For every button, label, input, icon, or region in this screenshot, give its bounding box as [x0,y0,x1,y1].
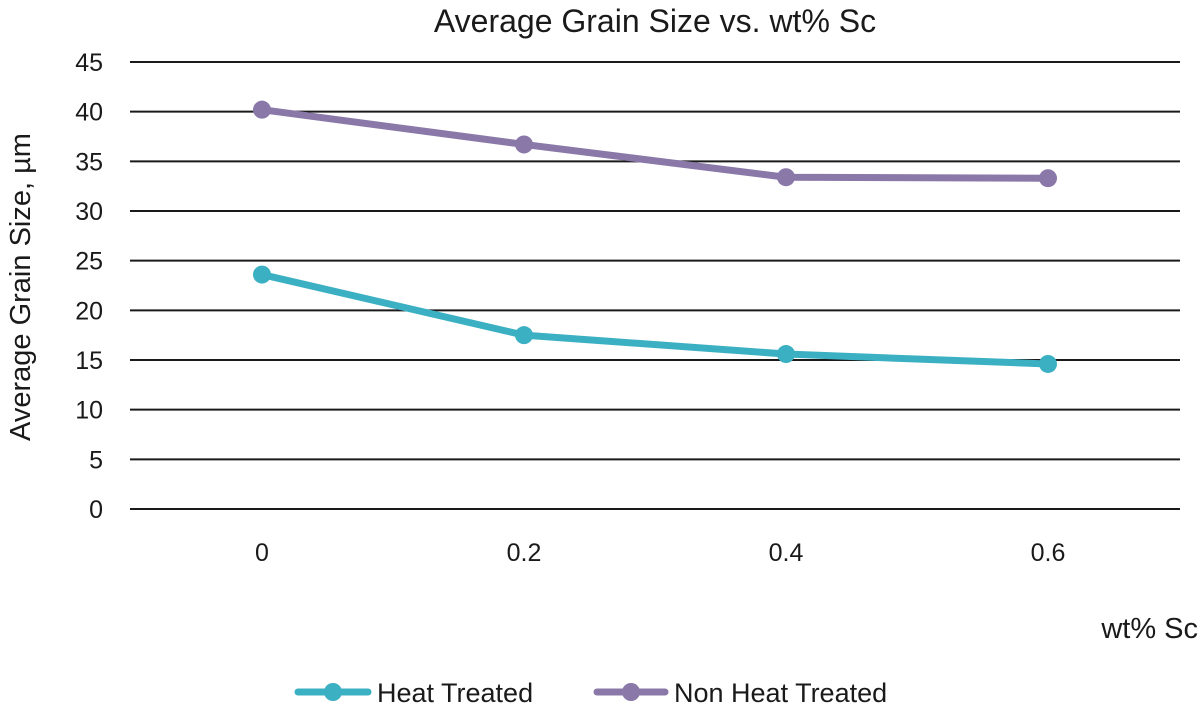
x-tick-label: 0.4 [769,539,804,567]
y-tick-label: 20 [75,297,103,325]
y-tick-labels: 0 5 10 15 20 25 30 35 40 45 [75,49,103,524]
legend-item: Heat Treated [294,678,533,708]
y-tick-label: 45 [75,49,103,77]
x-tick-label: 0.2 [507,539,542,567]
data-point [253,265,271,284]
series-non-heat-treated [253,100,1057,188]
y-tick-label: 30 [75,198,103,226]
series-line [258,106,1052,182]
gridlines [130,61,1180,510]
y-tick-label: 15 [75,347,103,375]
x-tick-labels: 0 0.2 0.4 0.6 [255,539,1065,567]
legend: Heat Treated Non Heat Treated [294,678,887,708]
y-tick-label: 10 [75,397,103,425]
y-tick-label: 35 [75,148,103,176]
y-tick-label: 25 [75,248,103,276]
y-tick-label: 0 [89,496,103,524]
legend-label: Non Heat Treated [674,678,887,708]
series-heat-treated [253,265,1057,373]
data-point [515,326,533,345]
data-point [1039,169,1057,188]
legend-swatch-marker [622,683,640,701]
y-tick-label: 5 [89,446,103,474]
data-point [515,135,533,154]
data-point [1039,354,1057,373]
data-point [777,345,795,364]
x-tick-label: 0 [255,539,269,567]
x-axis-label: wt% Sc [1100,613,1198,645]
y-axis-label: Average Grain Size, µm [5,133,37,441]
chart-title: Average Grain Size vs. wt% Sc [434,3,876,39]
data-point [253,100,271,119]
legend-label: Heat Treated [377,678,533,708]
legend-item: Non Heat Treated [593,678,887,708]
series-lines [253,100,1057,373]
series-line [258,271,1052,368]
y-tick-label: 40 [75,99,103,127]
data-point [777,168,795,187]
legend-swatch-marker [324,683,342,701]
x-tick-label: 0.6 [1031,539,1066,567]
